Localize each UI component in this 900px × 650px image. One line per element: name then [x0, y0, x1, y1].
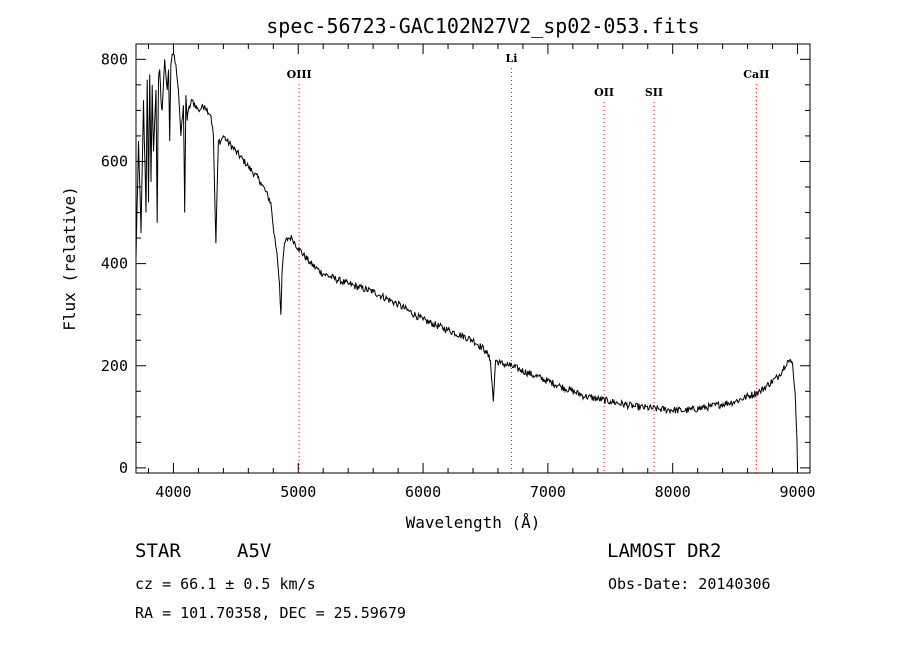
- survey-name: LAMOST DR2: [607, 540, 722, 562]
- coordinates: RA = 101.70358, DEC = 25.59679: [135, 604, 406, 622]
- x-tick-label: 5000: [280, 483, 316, 501]
- redshift-readout: cz = 66.1 ± 0.5 km/s: [135, 575, 316, 593]
- spectral-line-label: CaII: [743, 68, 769, 81]
- x-tick-label: 4000: [155, 483, 191, 501]
- x-tick-label: 7000: [530, 483, 566, 501]
- y-tick-label: 200: [101, 357, 128, 375]
- chart-title: spec-56723-GAC102N27V2_sp02-053.fits: [266, 14, 699, 38]
- y-axis-label: Flux (relative): [60, 186, 79, 331]
- y-tick-label: 400: [101, 255, 128, 273]
- object-type: STAR: [135, 540, 181, 562]
- obs-date: Obs-Date: 20140306: [608, 575, 771, 593]
- y-tick-label: 0: [119, 459, 128, 477]
- spectrum-chart: spec-56723-GAC102N27V2_sp02-053.fits4000…: [60, 14, 816, 532]
- plot-frame: [135, 43, 811, 474]
- y-tick-label: 800: [101, 50, 128, 68]
- spectral-line-label: OIII: [287, 68, 312, 81]
- spectral-line-label: OII: [594, 86, 614, 99]
- spectral-class: A5V: [237, 540, 272, 562]
- x-axis-label: Wavelength (Å): [406, 513, 541, 532]
- spectral-line-label: SII: [645, 86, 663, 99]
- x-tick-label: 8000: [655, 483, 691, 501]
- x-tick-label: 6000: [405, 483, 441, 501]
- x-tick-label: 9000: [779, 483, 815, 501]
- y-tick-label: 600: [101, 152, 128, 170]
- spectrum-line: [135, 53, 798, 468]
- spectral-line-label: Li: [505, 52, 517, 65]
